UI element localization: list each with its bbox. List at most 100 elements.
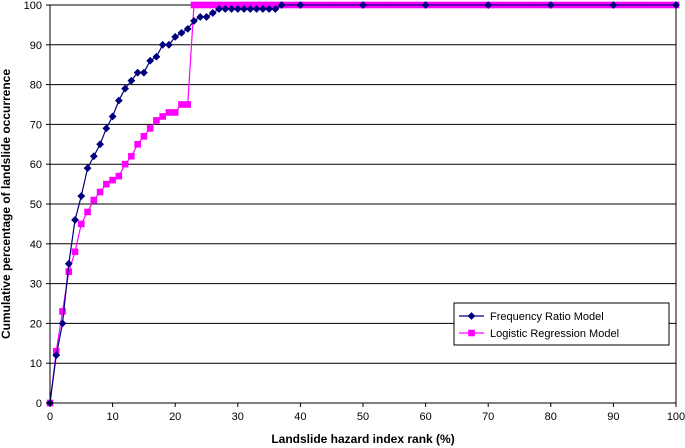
y-tick-label: 30 xyxy=(30,279,42,291)
data-point xyxy=(52,351,61,360)
data-point xyxy=(90,196,98,204)
data-point xyxy=(65,268,73,275)
data-point xyxy=(115,172,123,180)
data-point xyxy=(546,1,555,9)
x-tick-label: 60 xyxy=(419,411,431,423)
data-point xyxy=(133,68,142,77)
data-point xyxy=(153,117,160,124)
data-point xyxy=(190,17,198,25)
data-point xyxy=(421,1,430,9)
data-point xyxy=(171,32,180,41)
data-point xyxy=(114,96,123,105)
data-point xyxy=(246,5,255,13)
y-tick-label: 40 xyxy=(30,239,42,251)
data-point xyxy=(240,5,248,13)
data-point xyxy=(165,40,173,49)
legend-label: Frequency Ratio Model xyxy=(490,311,604,323)
data-point xyxy=(78,220,85,228)
data-point xyxy=(146,125,154,132)
legend: Frequency Ratio Model Logistic Regression… xyxy=(453,302,670,346)
x-tick-label: 70 xyxy=(482,411,494,423)
x-tick-label: 90 xyxy=(607,411,619,423)
legend-marker xyxy=(467,312,476,320)
y-axis-title: Cumulative percentage of landslide occur… xyxy=(0,69,13,339)
data-point xyxy=(121,84,130,93)
data-point xyxy=(102,124,111,133)
data-point xyxy=(196,13,205,21)
data-point xyxy=(177,28,186,37)
data-point xyxy=(271,5,280,13)
legend-box xyxy=(453,302,670,346)
data-point xyxy=(258,5,267,13)
x-tick-label: 0 xyxy=(47,411,53,423)
data-point xyxy=(77,192,86,200)
x-tick-label: 40 xyxy=(294,411,306,423)
data-point xyxy=(265,5,274,13)
data-point xyxy=(134,141,141,148)
data-point xyxy=(171,109,179,116)
data-point xyxy=(158,40,167,49)
x-tick-label: 50 xyxy=(357,411,369,423)
data-point xyxy=(484,1,493,9)
x-tick-label: 100 xyxy=(667,411,685,423)
x-tick-label: 20 xyxy=(169,411,181,423)
series-frequency-ratio xyxy=(46,1,680,407)
x-tick-label: 30 xyxy=(232,411,244,423)
y-tick-label: 10 xyxy=(30,358,42,370)
data-point xyxy=(146,56,155,65)
y-tick-label: 0 xyxy=(36,398,42,410)
legend-item: Logistic Regression Model xyxy=(459,328,619,340)
x-tick-label: 10 xyxy=(106,411,118,423)
data-point xyxy=(209,1,217,9)
data-point xyxy=(296,1,305,9)
data-point xyxy=(184,101,192,108)
data-point xyxy=(359,1,367,9)
data-point xyxy=(71,248,79,256)
axes xyxy=(46,4,677,407)
data-point xyxy=(183,24,192,33)
data-point xyxy=(84,208,91,216)
data-point xyxy=(59,308,66,315)
data-point xyxy=(208,9,217,17)
data-point xyxy=(252,5,261,13)
y-tick-label: 60 xyxy=(30,159,42,171)
data-point xyxy=(221,5,230,13)
data-point xyxy=(233,5,242,13)
data-point xyxy=(103,180,110,188)
y-tick-label: 50 xyxy=(30,199,42,211)
y-tick-label: 80 xyxy=(30,80,42,92)
data-point xyxy=(64,259,73,268)
data-point xyxy=(227,5,236,13)
legend-marker xyxy=(468,329,475,337)
y-tick-label: 90 xyxy=(30,40,42,52)
data-point xyxy=(128,152,135,160)
data-point xyxy=(609,1,618,9)
data-point xyxy=(165,109,173,116)
data-point xyxy=(109,176,116,184)
data-point xyxy=(83,164,92,173)
data-point xyxy=(89,152,98,161)
y-tick-label: 100 xyxy=(24,0,42,12)
legend-item: Frequency Ratio Model xyxy=(459,311,604,323)
data-point xyxy=(140,133,148,140)
y-tick-label: 20 xyxy=(30,318,42,330)
y-tick-label: 70 xyxy=(30,119,42,131)
data-point xyxy=(121,160,129,168)
data-point xyxy=(202,13,211,21)
data-point xyxy=(152,52,161,61)
data-point xyxy=(58,319,67,328)
data-point xyxy=(178,101,185,108)
data-point xyxy=(159,113,166,120)
data-point xyxy=(190,1,198,9)
data-point xyxy=(96,188,104,196)
data-point xyxy=(139,68,148,77)
x-axis-title: Landslide hazard index rank (%) xyxy=(271,432,454,446)
data-point xyxy=(203,1,210,9)
data-point xyxy=(96,140,104,149)
data-point xyxy=(71,216,79,224)
data-point xyxy=(127,76,136,85)
data-point xyxy=(196,1,204,9)
data-point xyxy=(277,1,286,9)
legend-label: Logistic Regression Model xyxy=(490,328,619,340)
data-point xyxy=(215,5,223,13)
